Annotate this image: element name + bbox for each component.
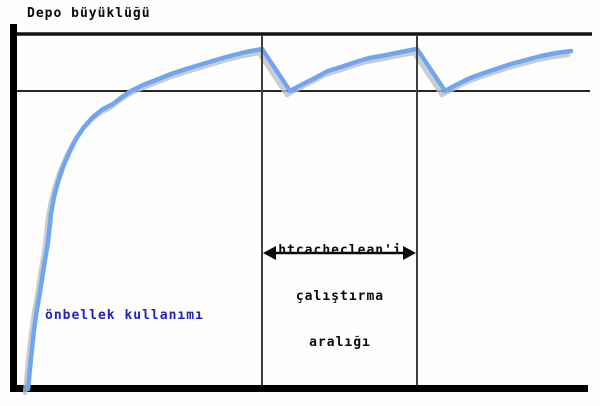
interval-annotation-line-2: çalıştırma	[295, 289, 385, 304]
curve-label: önbellek kullanımı	[45, 308, 204, 323]
arrow-head-left	[263, 246, 276, 260]
y-axis	[10, 24, 17, 392]
interval-annotation-line-3: aralığı	[309, 335, 371, 350]
interval-double-arrow	[263, 246, 416, 260]
interval-annotation-label: htcacheclean'i çalıştırma aralığı	[263, 213, 417, 381]
arrow-head-right	[403, 246, 416, 260]
x-axis	[10, 385, 588, 392]
interval-annotation-line-1: htcacheclean'i	[278, 243, 402, 258]
usage-curve	[25, 46, 574, 392]
y-axis-title: Depo büyüklüğü	[27, 6, 151, 21]
